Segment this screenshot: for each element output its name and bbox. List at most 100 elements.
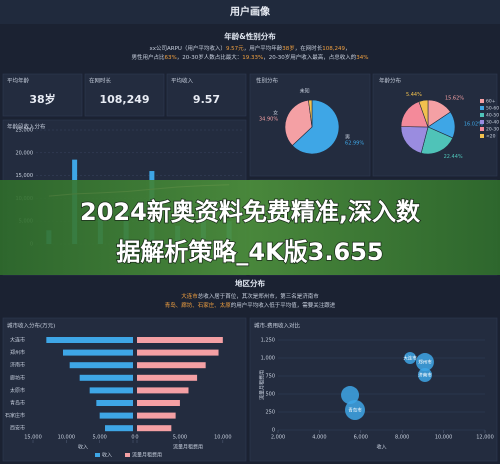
legend-swatch [480, 106, 484, 110]
pie-slice [284, 99, 313, 146]
summary-line: 大连市总收入居于首位，其次是郑州市，第三名是济南市 [181, 292, 319, 300]
chart-title: 城市-费用收入对比 [254, 322, 300, 330]
bubble [417, 367, 432, 382]
bubble [345, 399, 366, 420]
section-title: 年龄&性别分布 [224, 31, 276, 41]
kpi-card [2, 73, 83, 117]
chart-title: 年龄分布 [379, 77, 402, 85]
y-tick-label: 石家庄市 [5, 412, 25, 419]
summary-segment: 34% [356, 55, 368, 61]
x-axis-title: 流量月租费用 [173, 444, 203, 451]
legend-label: 30-40 [486, 120, 499, 126]
slice-value-label: 16.02% [464, 122, 483, 128]
bar [137, 349, 219, 356]
y-tick-label: 西安市 [10, 425, 25, 432]
summary-segment: ， [345, 46, 351, 52]
y-tick-label: 济南市 [10, 362, 25, 369]
legend-swatch [480, 113, 484, 117]
bubble [341, 386, 360, 405]
summary-line: xx公司ARPU（用户平均收入）9.57元，用户平均年龄38岁，在网时长108,… [150, 44, 351, 52]
y-tick-label: 郑州市 [10, 349, 25, 356]
bar [137, 362, 206, 369]
summary-segment: 男性用户占比 [132, 53, 166, 61]
summary-segment: ，20-30岁人数占比最大： [177, 53, 242, 61]
x-tick-label: 5,000 [93, 435, 107, 441]
x-tick-label: 12,000 [476, 435, 494, 441]
legend-swatch [125, 453, 130, 457]
y-tick-label: 1,250 [261, 338, 275, 344]
summary-segment: 总收入居于首位，其次是郑州市，第三名是济南市 [198, 292, 320, 300]
legend-swatch [480, 99, 484, 103]
bar [69, 362, 133, 369]
bar [137, 425, 172, 432]
slice-value-label: 22.44% [444, 154, 463, 160]
y-tick-label: 0 [272, 428, 275, 434]
y-tick-label: 1,000 [261, 356, 275, 362]
legend-swatch [480, 134, 484, 138]
y-tick-label: 大连市 [10, 337, 25, 344]
pie-slice [420, 126, 454, 155]
slice-label: 男 [345, 135, 350, 141]
summary-line: 青岛、廊坊、石家庄、太原的用户平均收入低于平均值，需要关注跟进 [165, 301, 336, 309]
slice-label: 未知 [300, 88, 310, 95]
summary-segment: 19.33% [242, 55, 263, 61]
y-tick-label: 25,000 [16, 128, 34, 134]
summary-segment: 的用户平均收入低于平均值，需要关注跟进 [231, 301, 336, 309]
y-tick-label: 20,000 [16, 150, 34, 156]
pie-slice [308, 99, 313, 128]
bubble-label: 郑州市 [418, 359, 432, 366]
y-tick-label: 廊坊市 [10, 374, 25, 381]
bubble-label: 青岛市 [348, 406, 362, 413]
bar [137, 412, 176, 419]
legend-swatch [480, 127, 484, 131]
kpi-value: 9.57 [193, 93, 220, 106]
kpi-value: 38岁 [29, 92, 55, 106]
summary-segment: 9.57元 [226, 45, 244, 52]
summary-segment: 青岛、廊坊、石家庄、太原 [165, 301, 232, 309]
slice-value-label: 62.99% [345, 141, 364, 147]
section-title: 地区分布 [235, 278, 265, 288]
legend-label: <20 [486, 134, 496, 140]
summary-segment: ，用户平均年龄 [244, 44, 283, 52]
kpi-card [166, 73, 247, 117]
kpi-card [84, 73, 165, 117]
pie-slice [400, 126, 429, 154]
x-tick-label: 10,000 [435, 435, 453, 441]
bubble-label: 济南市 [418, 371, 432, 378]
summary-segment: 63% [165, 55, 177, 61]
chart-title: 性别分布 [256, 77, 279, 85]
page-title: 用户画像 [229, 5, 271, 18]
x-tick-label: 0 [135, 435, 138, 441]
bar [137, 400, 180, 406]
pie-slice [291, 99, 340, 155]
bar [63, 349, 133, 356]
legend-label: 60+ [486, 99, 496, 105]
bar [79, 374, 133, 381]
legend-label: 流量月租费用 [132, 452, 162, 459]
banner-text: 2024新奥资料免费精准,深入数 [80, 198, 421, 226]
title-bar [0, 0, 500, 24]
y-tick-label: 750 [265, 374, 275, 380]
summary-segment: ，在网时长 [295, 44, 323, 52]
bubble [415, 353, 434, 372]
slice-value-label: 15.62% [445, 95, 464, 101]
summary-line: 男性用户占比63%，20-30岁人数占比最大：19.33%，20-30岁用户收入… [132, 53, 369, 61]
bar [89, 387, 133, 394]
summary-segment: ，20-30岁用户收入最高，占总收入的 [263, 53, 356, 61]
slice-label: 女 [273, 109, 278, 116]
x-axis-title: 收入 [376, 444, 386, 451]
legend-label: 50-60 [486, 106, 499, 112]
kpi-label: 在网时长 [89, 77, 112, 85]
x-tick-label: 8,000 [395, 435, 409, 441]
banner-text: 据解析策略_4K版3.655 [116, 238, 383, 266]
summary-segment: 38岁 [282, 44, 295, 52]
bar [96, 400, 133, 406]
y-tick-label: 500 [265, 392, 275, 398]
x-tick-label: 0 [131, 435, 134, 441]
bar [137, 374, 198, 381]
y-tick-label: 15,000 [16, 173, 34, 179]
x-tick-label: 6,000 [354, 435, 368, 441]
y-tick-label: 太原市 [10, 387, 25, 394]
